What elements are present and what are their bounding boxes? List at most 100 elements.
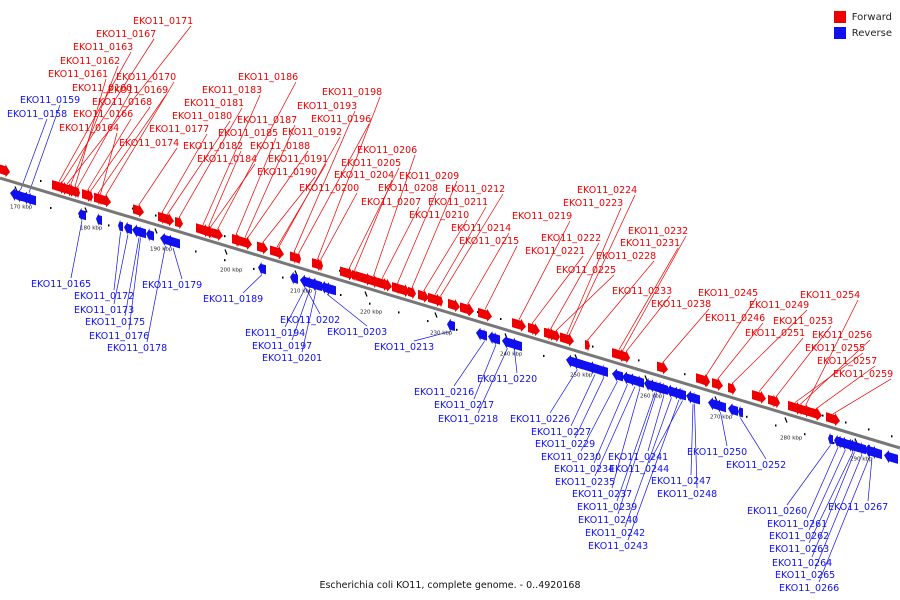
orf-marker [427, 320, 429, 323]
legend-item-forward: Forward [833, 9, 892, 25]
gene-forward [438, 294, 443, 308]
gene-reverse [828, 432, 833, 446]
gene-label-reverse: EKO11_0201 [262, 353, 322, 364]
label-leader [717, 322, 764, 380]
gene-label-forward: EKO11_0204 [334, 170, 394, 181]
orf-marker [477, 311, 479, 314]
scale-tick-label: 170 kbp [10, 205, 33, 211]
label-leader [570, 374, 596, 427]
gene-label-forward: EKO11_0208 [378, 183, 438, 194]
label-leader [740, 417, 767, 460]
label-leader [690, 403, 694, 476]
gene-label-reverse: EKO11_0158 [7, 109, 67, 120]
label-leader [291, 288, 311, 341]
orf-marker [456, 328, 458, 331]
label-leader [20, 118, 48, 191]
gene-label-forward: EKO11_0168 [92, 97, 152, 108]
gene-label-forward: EKO11_0212 [445, 184, 505, 195]
gene-label-reverse: EKO11_0265 [775, 570, 835, 581]
label-leader [580, 381, 618, 452]
label-leader [647, 395, 665, 452]
gene-forward [257, 241, 268, 255]
gene-label-forward: EKO11_0162 [60, 56, 120, 67]
gene-label-forward: EKO11_0210 [409, 210, 469, 221]
label-leader [587, 260, 655, 341]
label-leader [124, 237, 140, 317]
gene-label-reverse: EKO11_0220 [477, 374, 537, 385]
gene-label-reverse: EKO11_0235 [555, 477, 615, 488]
gene-label-forward: EKO11_0184 [197, 154, 257, 165]
gene-label-forward: EKO11_0214 [451, 223, 511, 234]
gene-reverse [715, 399, 726, 413]
scale-tick-label: 200 kbp [220, 268, 243, 274]
gene-forward [728, 382, 736, 396]
label-leader [77, 92, 131, 188]
label-leader [105, 81, 175, 196]
gene-label-forward: EKO11_0225 [556, 265, 616, 276]
gene-reverse [692, 391, 697, 405]
gene-label-forward: EKO11_0196 [311, 114, 371, 125]
label-leader [301, 290, 317, 353]
gene-forward [245, 236, 250, 250]
label-leader [70, 65, 119, 186]
map-caption: Escherichia coli KO11, complete genome. … [319, 580, 580, 591]
gene-reverse [166, 234, 180, 249]
gene-forward [75, 185, 80, 199]
gene-forward [622, 350, 630, 364]
gene-forward [772, 395, 780, 409]
label-leader [594, 386, 636, 477]
gene-reverse [124, 221, 132, 235]
gene-forward [462, 302, 473, 316]
gene-label-forward: EKO11_0228 [596, 251, 656, 262]
gene-label-forward: EKO11_0174 [119, 138, 179, 149]
label-leader [413, 330, 452, 342]
gene-forward [448, 298, 460, 312]
gene-forward [100, 194, 111, 208]
gene-reverse [300, 275, 311, 288]
gene-label-forward: EKO11_0200 [299, 183, 359, 194]
gene-reverse [512, 337, 517, 351]
label-leader [867, 457, 873, 502]
label-leader [648, 400, 683, 464]
label-leader [786, 444, 831, 506]
label-leader [128, 238, 141, 331]
gene-label-reverse: EKO11_0243 [588, 541, 648, 552]
reverse-swatch [833, 27, 846, 39]
gene-reverse [290, 271, 298, 285]
gene-label-forward: EKO11_0181 [184, 98, 244, 109]
forward-swatch [833, 11, 846, 23]
label-leader [178, 107, 243, 218]
orf-marker [195, 250, 197, 253]
orf-marker [132, 207, 134, 210]
gene-reverse [447, 318, 455, 332]
gene-label-forward: EKO11_0209 [399, 171, 459, 182]
gene-reverse [572, 356, 583, 370]
label-leader [167, 120, 231, 215]
gene-reverse [15, 189, 26, 203]
label-leader [611, 387, 641, 489]
gene-forward [175, 216, 183, 230]
label-leader [411, 180, 458, 288]
orf-marker [638, 359, 640, 362]
gene-forward [352, 268, 357, 282]
gene-label-forward: EKO11_0253 [773, 316, 833, 327]
gene-label-forward: EKO11_0221 [525, 246, 585, 257]
gene-label-forward: EKO11_0183 [202, 85, 262, 96]
gene-forward [318, 258, 323, 272]
gene-label-forward: EKO11_0198 [322, 87, 382, 98]
gene-forward [208, 225, 213, 239]
orf-marker [224, 235, 226, 238]
gene-label-reverse: EKO11_0197 [252, 341, 312, 352]
genome-backbone [0, 176, 900, 450]
gene-reverse [865, 444, 879, 459]
gene-label-forward: EKO11_0180 [172, 111, 232, 122]
gene-forward [392, 282, 410, 297]
gene-label-reverse: EKO11_0218 [438, 414, 498, 425]
label-leader [61, 38, 155, 183]
gene-label-reverse: EKO11_0242 [585, 528, 645, 539]
gene-forward [82, 188, 93, 202]
label-leader [242, 274, 263, 294]
gene-label-reverse: EKO11_0240 [578, 515, 638, 526]
scale-tick-label: 290 kbp [850, 457, 873, 463]
label-leader [720, 412, 728, 447]
